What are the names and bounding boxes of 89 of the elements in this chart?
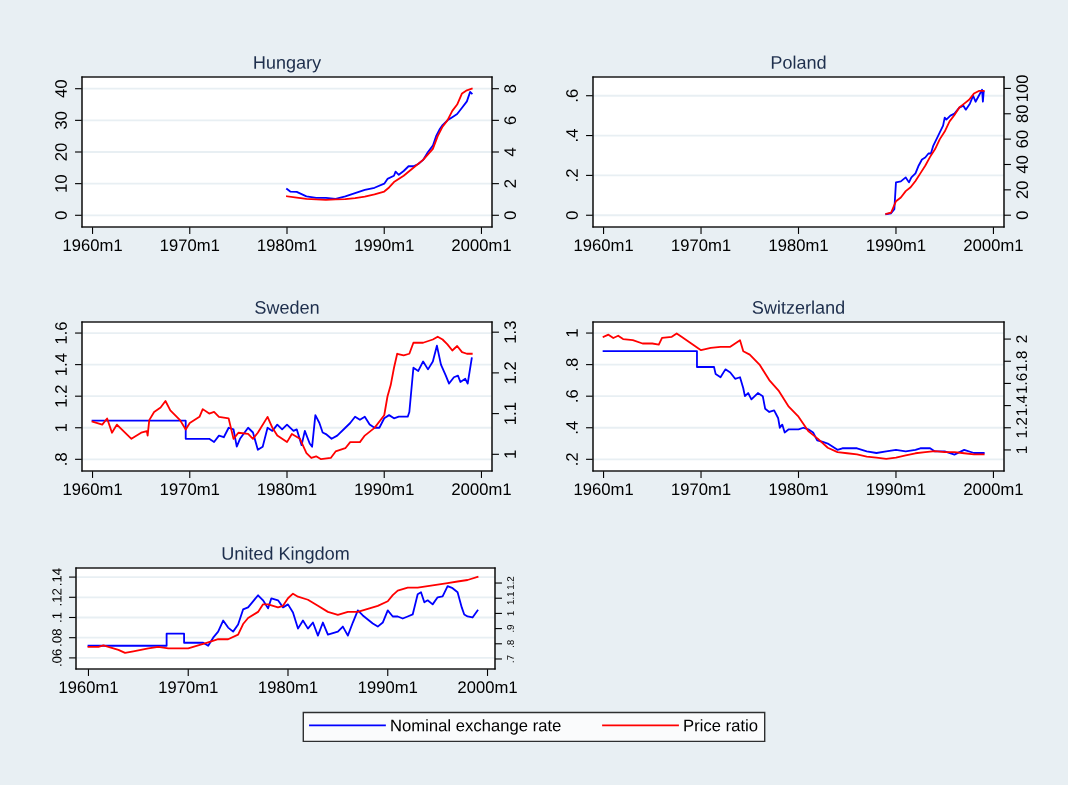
y-tick-label: .4 <box>566 421 578 434</box>
y-tick-label: .14 <box>52 568 62 586</box>
legend-label: Price ratio <box>684 719 758 732</box>
y2-tick-label: 1.1 <box>504 402 516 424</box>
y2-tick-label: 1.2 <box>507 576 514 590</box>
y2-tick-label: 2 <box>1016 335 1027 343</box>
x-tick-label: 1990m1 <box>355 483 414 496</box>
legend-label: Nominal exchange rate <box>391 719 561 735</box>
y2-tick-label: 8 <box>504 84 517 93</box>
x-tick-label: 1990m1 <box>355 239 414 252</box>
x-tick-label: 1960m1 <box>63 239 122 252</box>
y2-tick-label: 1.2 <box>504 362 516 384</box>
y2-tick-label: 1.8 <box>1016 351 1028 371</box>
y-tick-label: .8 <box>55 453 67 465</box>
chart-title: Switzerland <box>752 300 844 314</box>
y-tick-label: .08 <box>52 629 62 646</box>
y-tick-label: 1.4 <box>55 353 67 375</box>
y2-tick-label: 1.4 <box>1016 395 1027 416</box>
y2-tick-label: 1.6 <box>1016 373 1028 393</box>
y2-tick-label: 0 <box>1016 211 1029 220</box>
y-tick-label: 0 <box>55 211 67 220</box>
y-tick-label: .6 <box>566 89 578 102</box>
line-series <box>87 576 479 654</box>
x-tick-label: 1990m1 <box>867 239 926 252</box>
y-tick-label: .1 <box>52 612 62 622</box>
y-tick-label: .6 <box>566 389 578 402</box>
x-tick-label: 1970m1 <box>159 681 218 694</box>
x-tick-label: 1990m1 <box>358 681 418 694</box>
y-tick-label: .2 <box>566 169 578 181</box>
x-tick-label: 2000m1 <box>964 239 1023 252</box>
y-tick-label: 30 <box>55 111 67 129</box>
x-tick-label: 1970m1 <box>672 239 731 252</box>
y2-tick-label: 1.1 <box>507 591 514 605</box>
y2-tick-label: 20 <box>1016 181 1029 199</box>
y2-tick-label: 2 <box>504 179 516 188</box>
chart-title: United Kingdom <box>222 546 349 564</box>
x-tick-label: 1960m1 <box>59 681 118 694</box>
y2-tick-label: .7 <box>507 655 514 663</box>
x-tick-label: 1990m1 <box>867 483 926 496</box>
y2-tick-label: 40 <box>1016 155 1029 174</box>
x-tick-label: 2000m1 <box>458 681 517 694</box>
x-tick-label: 2000m1 <box>452 483 511 496</box>
y-tick-label: 1.6 <box>55 322 67 344</box>
y2-tick-label: 1 <box>1016 446 1027 454</box>
y-tick-label: .4 <box>566 129 578 141</box>
y2-tick-label: 4 <box>504 147 516 157</box>
x-tick-label: 1970m1 <box>160 239 220 252</box>
x-tick-label: 1960m1 <box>574 483 633 496</box>
y2-tick-label: .9 <box>507 625 514 632</box>
y2-tick-label: 1 <box>507 611 514 616</box>
y-tick-label: 1 <box>566 329 578 337</box>
y-tick-label: .8 <box>566 358 578 371</box>
x-tick-label: 1960m1 <box>63 483 122 496</box>
x-tick-label: 1980m1 <box>769 239 828 252</box>
y2-tick-label: 60 <box>1016 130 1029 148</box>
y2-tick-label: .8 <box>507 640 514 647</box>
line-series <box>87 585 479 647</box>
line-series <box>602 350 985 456</box>
x-tick-label: 1970m1 <box>672 483 731 496</box>
y2-tick-label: 100 <box>1016 75 1029 102</box>
y-tick-label: 1.2 <box>55 385 67 407</box>
x-tick-label: 1980m1 <box>259 681 318 694</box>
y-tick-label: 1 <box>55 423 67 432</box>
x-tick-label: 1970m1 <box>160 483 220 496</box>
y-tick-label: .12 <box>52 588 62 606</box>
y2-tick-label: 1.3 <box>504 321 517 343</box>
y-tick-label: .2 <box>566 453 578 465</box>
chart-title: Hungary <box>254 56 322 73</box>
y2-tick-label: 0 <box>504 211 517 220</box>
y2-tick-label: 1.2 <box>1016 417 1027 438</box>
y-tick-label: 10 <box>55 175 67 192</box>
line-series <box>91 344 473 451</box>
y2-tick-label: 6 <box>504 116 517 125</box>
y-tick-label: 40 <box>55 80 67 98</box>
y-tick-label: 20 <box>55 143 67 161</box>
line-series <box>602 332 985 460</box>
y2-tick-label: 80 <box>1016 105 1029 123</box>
y-tick-label: .06 <box>52 649 62 666</box>
y-tick-label: 0 <box>566 211 578 220</box>
x-tick-label: 1980m1 <box>769 483 828 496</box>
y2-tick-label: 1 <box>504 450 516 458</box>
x-tick-label: 1980m1 <box>258 483 317 496</box>
x-tick-label: 1960m1 <box>574 239 633 252</box>
chart-title: Poland <box>771 55 826 69</box>
chart-title: Sweden <box>255 300 319 314</box>
line-series <box>91 335 473 461</box>
x-tick-label: 2000m1 <box>452 239 511 252</box>
x-tick-label: 1980m1 <box>258 239 317 252</box>
x-tick-label: 2000m1 <box>964 483 1023 496</box>
